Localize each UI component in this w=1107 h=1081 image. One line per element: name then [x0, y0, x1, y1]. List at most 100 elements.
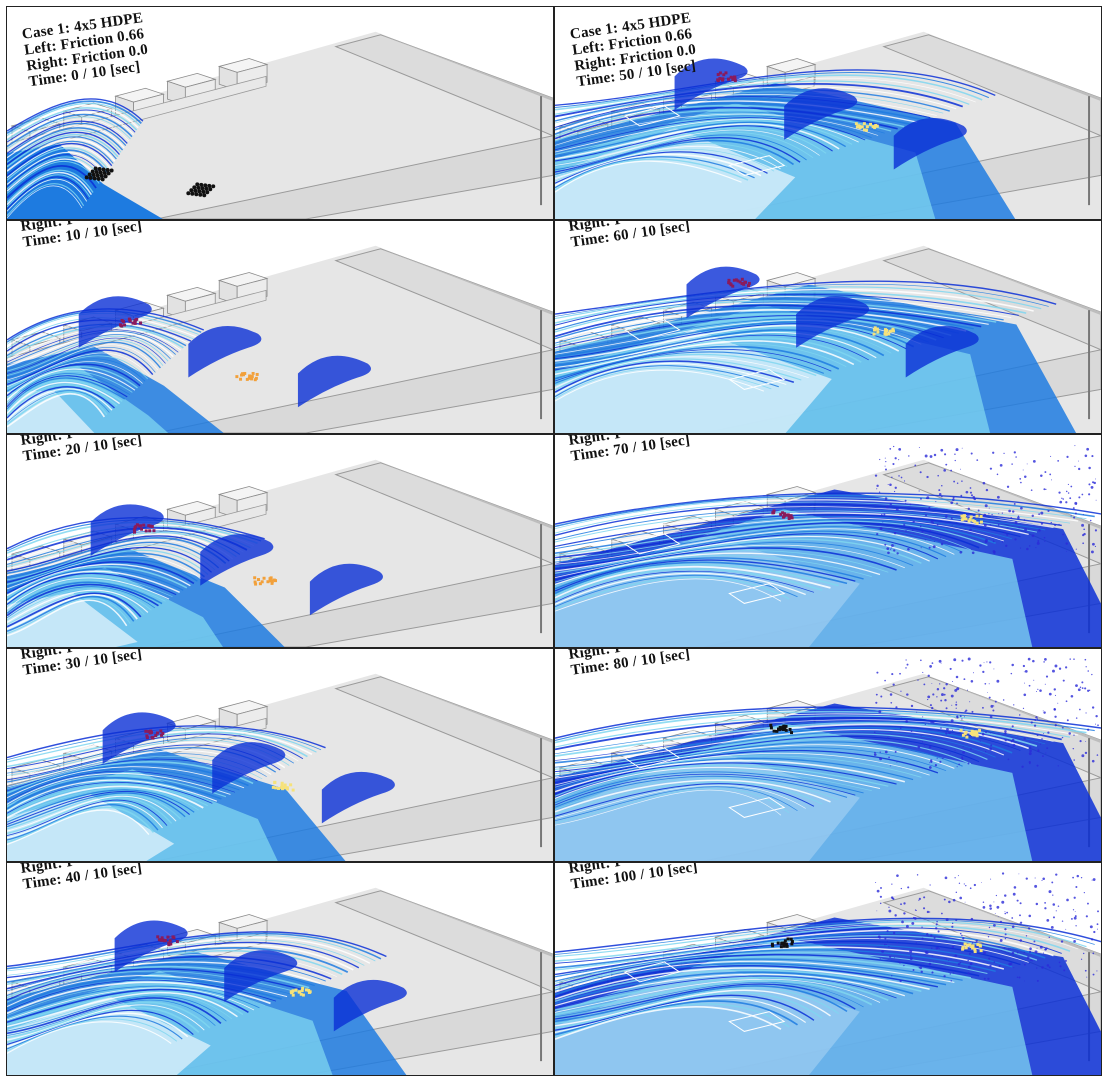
debris-right: [975, 734, 979, 738]
debris-right: [978, 944, 982, 948]
debris-right: [299, 992, 303, 996]
debris-right: [305, 988, 308, 992]
debris-right: [973, 947, 977, 951]
debris-left: [718, 77, 722, 81]
water-surface: [7, 296, 371, 433]
debris-right: [971, 519, 975, 523]
debris-left: [734, 278, 738, 282]
debris-left: [168, 939, 172, 943]
debris-right: [290, 991, 294, 995]
debris-right: [195, 182, 200, 187]
front-wall: [156, 349, 553, 433]
debris-left: [785, 944, 789, 948]
debris-left: [152, 529, 156, 533]
debris-right: [888, 329, 892, 333]
wall-top: [380, 248, 553, 316]
debris-right: [970, 945, 974, 948]
debris-right: [976, 943, 980, 947]
debris-left: [161, 732, 165, 735]
basin-render: [7, 887, 553, 1075]
debris-right: [262, 576, 266, 580]
debris-right: [975, 514, 979, 518]
debris-right: [964, 730, 968, 734]
debris-right: [968, 943, 972, 947]
debris-right: [205, 190, 210, 195]
debris-right: [964, 517, 968, 521]
debris-right: [190, 191, 195, 196]
debris-left: [123, 323, 127, 327]
debris-left: [139, 321, 143, 325]
debris-left: [790, 942, 794, 946]
debris-left: [733, 76, 737, 80]
debris-right: [887, 332, 891, 336]
debris-right: [858, 125, 862, 129]
debris-right: [253, 576, 257, 580]
debris-right: [971, 730, 975, 734]
debris-left: [728, 282, 732, 286]
water-surface: [555, 872, 1101, 1075]
debris-left: [781, 725, 785, 729]
debris-right: [268, 577, 272, 581]
debris-right: [873, 328, 877, 332]
debris-right: [307, 988, 311, 992]
debris-right: [192, 185, 197, 190]
debris-right: [862, 128, 866, 132]
debris-right: [297, 990, 301, 994]
debris-right: [865, 125, 869, 129]
debris-left: [100, 177, 105, 182]
debris-right: [247, 376, 251, 380]
debris-left: [160, 936, 164, 940]
debris-right: [855, 125, 859, 129]
debris-left: [96, 176, 101, 181]
debris-left: [788, 727, 792, 731]
debris-left: [93, 166, 98, 171]
debris-left: [97, 166, 102, 171]
debris-left: [106, 171, 111, 176]
simulation-panel: Case 1: 4x5 HDPE Left: Friction 0.66 Right…: [6, 6, 554, 220]
debris-right: [971, 946, 975, 950]
debris-right: [194, 192, 199, 197]
debris-left: [84, 175, 89, 180]
debris-right: [207, 183, 212, 188]
debris-left: [144, 529, 148, 533]
wall-top: [380, 890, 553, 958]
wall-top: [380, 676, 553, 744]
debris-left: [740, 282, 744, 285]
water-surface: [7, 920, 407, 1075]
debris-left: [127, 317, 131, 321]
debris-right: [876, 330, 880, 334]
debris-left: [148, 731, 152, 735]
debris-right: [960, 514, 964, 518]
debris-left: [94, 169, 99, 174]
debris-left: [120, 318, 124, 322]
debris-right: [260, 580, 264, 584]
wall-top: [380, 34, 553, 102]
debris-left: [138, 524, 142, 528]
debris-right: [270, 580, 274, 584]
debris-left: [722, 73, 726, 77]
debris-right: [854, 122, 858, 126]
debris-right: [884, 332, 888, 336]
debris-right: [869, 122, 873, 126]
debris-right: [959, 728, 963, 732]
gauge-marker: [728, 1011, 786, 1032]
debris-right: [973, 520, 977, 524]
debris-right: [975, 521, 979, 525]
debris-left: [716, 73, 720, 77]
debris-left: [784, 724, 788, 728]
debris-right: [967, 519, 971, 523]
debris-right: [973, 733, 977, 737]
debris-right: [198, 192, 203, 197]
debris-right: [891, 327, 895, 331]
debris-right: [280, 787, 284, 791]
debris-right: [871, 125, 875, 129]
debris-left: [776, 727, 780, 731]
debris-right: [979, 520, 983, 524]
debris-right: [199, 182, 204, 187]
simulation-panel: Right: F Time: 70 / 10 [sec]: [554, 434, 1102, 648]
debris-left: [727, 278, 731, 282]
water-surface: [7, 98, 163, 219]
basin-render: [555, 245, 1101, 433]
debris-left: [140, 527, 144, 531]
simulation-panel: Case 1: 4x5 HDPE Left: Friction 0.66 Right…: [554, 6, 1102, 220]
